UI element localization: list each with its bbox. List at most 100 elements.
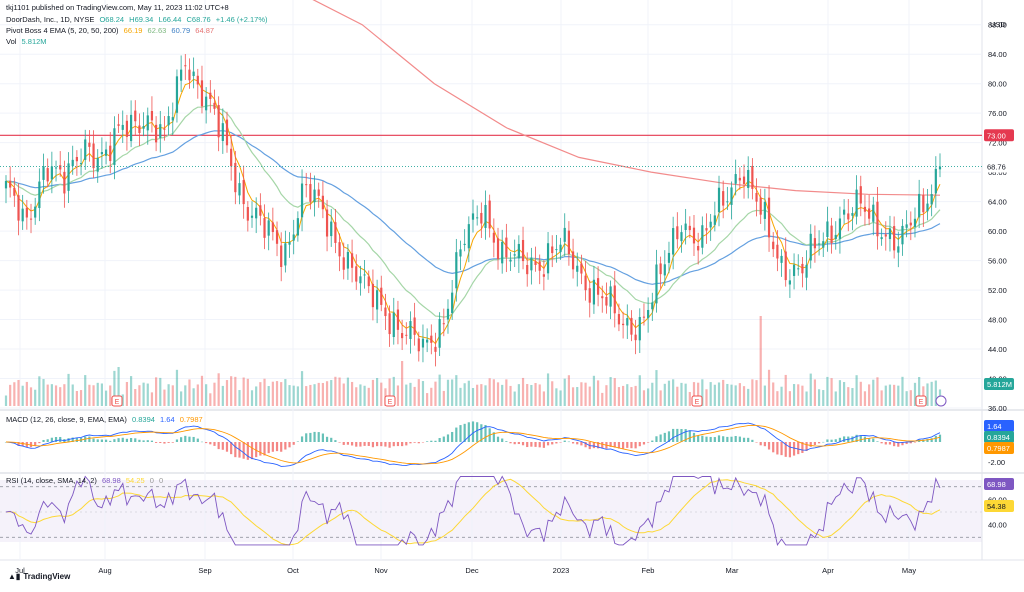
candle-body [104,149,108,156]
candle-body [459,249,462,257]
candle-body [100,152,104,155]
symbol-legend[interactable]: DoorDash, Inc., 1D, NYSE O68.24 H69.34 L… [6,15,270,25]
volume-bar [417,379,420,406]
macd-histogram-bar [809,442,812,447]
volume-bar [430,387,433,406]
candle-body [872,204,875,222]
candle-body [930,194,933,205]
volume-bar [346,377,350,406]
candle-body [713,215,716,225]
volume-bar [876,377,879,406]
resistance-badge-bg [984,129,1014,142]
candle-body [175,76,179,113]
volume-bar [659,390,662,406]
volume-bar [271,381,274,406]
macd-histogram-bar [267,442,270,454]
price-tick-label: 76.00 [988,109,1007,118]
macd-histogram-bar [371,442,375,448]
macd-histogram-bar [913,442,917,443]
macd-histogram-bar [667,431,671,442]
volume-bar [571,387,575,406]
volume-badge: 5.812M [987,380,1012,389]
volume-bar [205,384,208,406]
macd-hist-badge-bg [984,431,1014,443]
volume-bar [909,390,912,406]
macd-histogram-bar [680,429,683,442]
candle-body [501,241,504,264]
macd-histogram-bar [876,441,879,442]
ema50-value: 60.79 [171,26,191,35]
volume-bar [125,381,129,406]
candle-body [134,110,137,122]
volume-bar [647,388,650,406]
volume-bar [830,378,833,406]
volume-bar [638,375,641,406]
volume-bar [242,377,245,406]
macd-histogram-bar [922,439,925,442]
macd-histogram-bar [355,442,358,447]
volume-bar [104,390,108,406]
volume-bar [67,373,70,406]
volume-bar [463,383,466,406]
candle-body [830,225,833,244]
candle-body [734,174,737,184]
macd-histogram-bar [300,436,304,442]
candle-body [209,92,212,99]
macd-histogram-bar [217,442,220,450]
volume-bar [309,384,312,406]
macd-histogram-bar [905,442,908,445]
macd-histogram-bar [134,438,137,442]
volume-bar [501,384,504,406]
candle-body [129,114,133,142]
macd-histogram-bar [271,442,274,452]
candle-body [780,255,783,263]
ema200-line [312,0,941,196]
macd-histogram-bar [780,442,783,456]
volume-bar [530,384,533,406]
macd-histogram-bar [46,439,49,442]
macd-histogram-bar [213,442,216,446]
rsi-line [5,475,941,546]
macd-histogram-bar [496,436,500,442]
volume-bar [75,391,78,406]
last-price-badge-bg [984,160,1014,173]
volume-bar [717,382,721,406]
candle-body [359,276,362,284]
ema-legend[interactable]: Pivot Boss 4 EMA (5, 20, 50, 200) 66.19 … [6,26,217,36]
tradingview-logo[interactable]: ▲▮ TradingView [8,572,73,582]
candle-body [926,203,929,212]
volume-bar [421,381,425,406]
volume-bar [517,384,520,406]
macd-histogram-bar [330,437,333,442]
candle-body [542,274,545,277]
volume-bar [617,387,621,406]
candle-body [371,283,375,308]
macd-histogram-bar [609,442,612,447]
volume-bar [526,384,529,406]
macd-histogram-bar [388,442,391,448]
macd-histogram-bar [259,442,262,456]
candle-body [96,157,99,172]
macd-legend[interactable]: MACD (12, 26, close, 9, EMA, EMA) 0.8394… [6,415,206,425]
candle-body [755,192,758,202]
macd-histogram-bar [830,439,833,442]
macd-histogram-bar [717,435,721,442]
rsi-legend[interactable]: RSI (14, close, SMA, 14, 2) 68.98 54.25 … [6,476,166,486]
macd-signal-value: 0.7987 [179,415,203,424]
earnings-marker-label: E [695,399,700,406]
volume-bar [396,385,400,406]
candle-body [50,166,53,180]
rsi-extra-1: 0 [149,476,154,485]
macd-histogram-bar [801,442,804,453]
macd-histogram-bar [546,442,550,446]
candle-body [776,244,779,259]
macd-histogram-bar [155,442,158,443]
volume-bar [134,389,137,406]
candle-body [409,321,412,339]
candle-body [46,168,49,182]
volume-legend[interactable]: Vol 5.812M [6,37,50,47]
macd-histogram-bar [538,442,541,448]
volume-bar [930,381,933,406]
candle-body [576,265,579,272]
